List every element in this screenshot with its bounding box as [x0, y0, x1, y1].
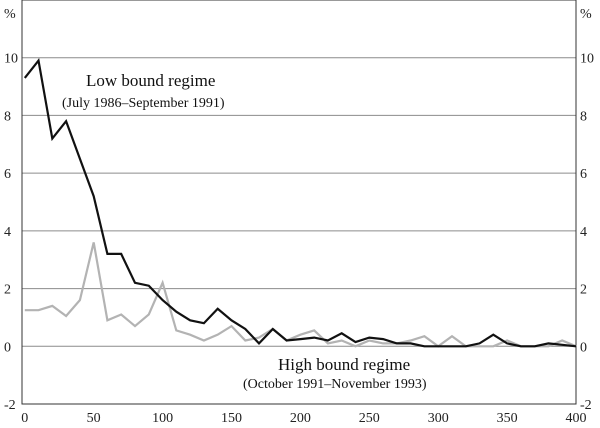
y-tick-label-right: 4 [580, 225, 587, 240]
y-tick-label-left: 0 [4, 340, 11, 355]
y-tick-label-right: 6 [580, 167, 587, 182]
y-tick-label-right: 8 [580, 109, 587, 124]
y-tick-label-left: 10 [4, 52, 18, 67]
y-tick-label-right: 10 [580, 52, 594, 67]
y-tick-label-left: 6 [4, 167, 11, 182]
y-tick-label-right: 2 [580, 283, 587, 298]
x-tick-label: 150 [221, 411, 242, 426]
x-tick-label: 300 [428, 411, 449, 426]
plot-frame [21, 0, 577, 405]
x-tick-label: 200 [290, 411, 311, 426]
high-regime-period: (October 1991–November 1993) [243, 377, 427, 392]
y-tick-label-right: -2 [580, 398, 592, 413]
low-regime-period: (July 1986–September 1991) [62, 96, 225, 111]
x-tick-label: 400 [566, 411, 587, 426]
x-tick-label: 250 [359, 411, 380, 426]
y-unit-right: % [580, 7, 592, 22]
x-tick-label: 100 [152, 411, 173, 426]
x-tick-label: 350 [497, 411, 518, 426]
x-tick-label: 0 [21, 411, 28, 426]
y-tick-label-left: 8 [4, 109, 11, 124]
series-line-high-bound-regime [24, 242, 577, 348]
low-regime-title: Low bound regime [86, 71, 215, 90]
y-tick-label-right: 0 [580, 340, 587, 355]
series-lines [23, 57, 577, 348]
y-tick-label-left: 2 [4, 283, 11, 298]
tick-labels: -2 -20 02 24 46 68 810 100 50 100 150 200 250 300 350 4… [4, 52, 594, 426]
high-regime-title: High bound regime [278, 355, 410, 374]
y-unit-left: % [4, 7, 16, 22]
y-tick-label-left: -2 [4, 398, 16, 413]
x-tick-label: 50 [87, 411, 101, 426]
series-line-low-bound-regime [23, 57, 577, 348]
y-tick-label-left: 4 [4, 225, 11, 240]
